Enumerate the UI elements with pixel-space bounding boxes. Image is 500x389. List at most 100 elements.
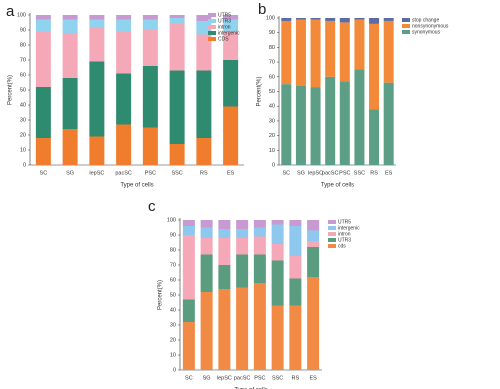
bar-segment: [116, 73, 132, 125]
bar-segment: [182, 322, 195, 370]
bar-segment: [236, 254, 249, 288]
bar-segment: [339, 18, 350, 23]
x-tick-label: pacSC: [322, 170, 339, 176]
bar-segment: [271, 224, 284, 244]
bar-segment: [223, 60, 239, 107]
bar-segment: [196, 138, 212, 165]
y-tick-label: 50: [20, 87, 26, 93]
bar-segment: [236, 238, 249, 255]
bar-segment: [289, 278, 302, 306]
y-axis-label: Percent(%): [257, 76, 263, 106]
legend-label: intron: [338, 231, 351, 237]
bar-segment: [310, 19, 321, 88]
y-tick-label: 10: [20, 147, 26, 153]
bar-segment: [236, 229, 249, 238]
x-tick-label: ES: [385, 170, 393, 176]
bar-segment: [325, 76, 336, 165]
bar-segment: [383, 20, 394, 83]
bar-segment: [182, 299, 195, 322]
legend-swatch: [402, 24, 410, 28]
bar-segment: [253, 283, 266, 370]
legend-swatch: [208, 19, 216, 23]
panel-label: a: [6, 3, 15, 20]
legend-label: stop change: [412, 17, 439, 23]
bar-segment: [307, 277, 320, 370]
y-axis-label: Percent(%): [158, 280, 164, 310]
bar-segment: [295, 19, 306, 86]
bar-segment: [62, 19, 78, 33]
bar-segment: [169, 18, 185, 24]
y-tick-label: 90: [269, 30, 275, 36]
bar-segment: [369, 18, 380, 24]
bar-segment: [218, 220, 231, 229]
bar-segment: [35, 87, 51, 138]
bar-segment: [218, 229, 231, 238]
y-tick-label: 30: [170, 322, 176, 328]
y-tick-label: 80: [170, 247, 176, 253]
bar-segment: [142, 19, 158, 30]
x-tick-label: ES: [227, 170, 235, 176]
x-axis-label: Type of cells: [120, 183, 153, 189]
bar-segment: [339, 81, 350, 165]
bar-segment: [35, 138, 51, 165]
y-tick-label: 40: [20, 102, 26, 108]
bar-segment: [142, 66, 158, 128]
bar-segment: [281, 84, 292, 165]
legend-swatch: [328, 232, 336, 236]
bar-segment: [196, 34, 212, 71]
legend-label: intergenic: [338, 225, 360, 231]
y-tick-label: 20: [170, 337, 176, 343]
y-tick-label: 10: [170, 352, 176, 358]
x-axis-label: Type of cells: [321, 183, 354, 189]
bar-segment: [116, 15, 132, 20]
bar-segment: [223, 15, 239, 20]
x-tick-label: SSC: [354, 170, 365, 176]
x-tick-label: RS: [292, 375, 300, 381]
x-tick-label: SG: [297, 170, 305, 176]
bar-segment: [196, 21, 212, 35]
bar-segment: [383, 82, 394, 165]
bar-segment: [35, 31, 51, 87]
bar-segment: [182, 226, 195, 235]
y-axis-label: Percent(%): [8, 75, 14, 105]
bar-segment: [196, 70, 212, 138]
bar-segment: [289, 226, 302, 256]
y-tick-label: 100: [167, 217, 176, 223]
x-tick-label: SC: [40, 170, 48, 176]
x-tick-label: PSC: [339, 170, 350, 176]
legend-label: intron: [218, 24, 231, 30]
x-tick-label: SSC: [171, 170, 182, 176]
bar-segment: [295, 85, 306, 165]
bar-segment: [289, 256, 302, 279]
bar-segment: [89, 27, 105, 62]
bar-segment: [223, 31, 239, 60]
y-tick-label: 0: [23, 162, 26, 168]
legend-swatch: [402, 30, 410, 34]
x-tick-label: SC: [282, 170, 290, 176]
bar-segment: [236, 287, 249, 370]
bar-segment: [35, 15, 51, 20]
bar-segment: [339, 22, 350, 82]
y-tick-label: 30: [20, 117, 26, 123]
y-tick-label: 10: [269, 148, 275, 154]
bar-segment: [35, 19, 51, 32]
x-tick-label: SSC: [272, 375, 283, 381]
bar-segment: [169, 70, 185, 144]
bar-segment: [200, 238, 213, 255]
y-tick-label: 90: [20, 27, 26, 33]
bar-segment: [310, 18, 321, 20]
bar-segment: [200, 254, 213, 292]
legend-swatch: [328, 220, 336, 224]
legend-swatch: [208, 37, 216, 41]
bar-segment: [253, 220, 266, 228]
legend-label: UTR5: [218, 12, 231, 18]
bar-segment: [236, 220, 249, 229]
x-tick-label: pacSC: [234, 375, 251, 381]
y-tick-label: 50: [269, 89, 275, 95]
legend-swatch: [328, 238, 336, 242]
y-tick-label: 20: [269, 133, 275, 139]
bar-segment: [271, 305, 284, 370]
legend-label: intergenic: [218, 30, 240, 36]
legend-label: cds: [338, 243, 346, 249]
y-tick-label: 60: [170, 277, 176, 283]
